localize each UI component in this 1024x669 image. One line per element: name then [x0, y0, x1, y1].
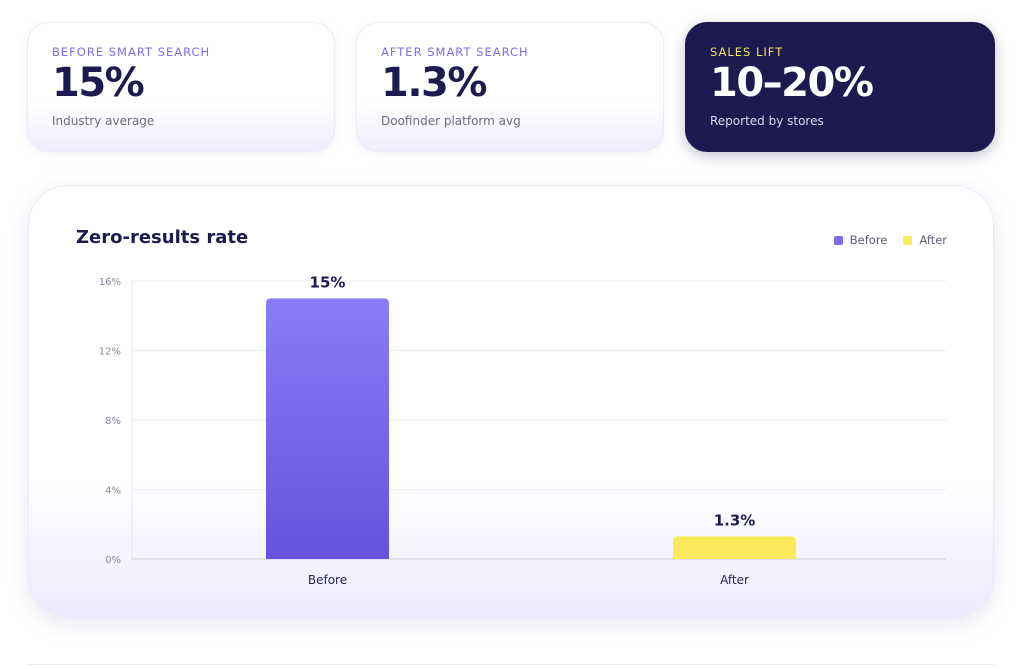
legend-item-after: After	[903, 233, 947, 247]
chart-card: Zero-results rate Before After 0% 4% 8% 12%…	[28, 185, 994, 618]
stat-card-row: BEFORE SMART SEARCH 15% Industry average…	[27, 22, 995, 154]
stat-value: 15%	[52, 60, 145, 106]
legend-swatch-after	[903, 235, 913, 245]
legend-label-before: Before	[849, 233, 888, 247]
stat-label: AFTER SMART SEARCH	[381, 45, 529, 59]
stat-label: SALES LIFT	[710, 45, 784, 59]
bar-before	[266, 298, 389, 559]
stat-card-before: BEFORE SMART SEARCH 15% Industry average	[27, 22, 335, 152]
y-tick-label: 16%	[99, 277, 121, 288]
stat-subtitle: Doofinder platform avg	[381, 114, 521, 128]
y-tick-label: 0%	[105, 555, 121, 566]
data-label-after: 1.3%	[714, 511, 756, 529]
y-tick-label: 8%	[105, 416, 121, 427]
stat-value: 1.3%	[381, 60, 487, 106]
stat-subtitle: Reported by stores	[710, 114, 824, 128]
legend-label-after: After	[919, 233, 947, 247]
y-tick-label: 4%	[105, 486, 121, 497]
stat-value: 10–20%	[710, 60, 874, 106]
data-label-before: 15%	[310, 273, 346, 291]
x-tick-label-before: Before	[308, 573, 347, 587]
legend-swatch-before	[833, 235, 843, 245]
bottom-divider	[28, 664, 994, 665]
legend-item-before: Before	[833, 233, 888, 247]
stat-label: BEFORE SMART SEARCH	[52, 45, 211, 59]
stat-subtitle: Industry average	[52, 114, 155, 128]
x-tick-label-after: After	[720, 573, 749, 587]
chart-legend: Before After	[818, 233, 947, 247]
chart-title: Zero-results rate	[76, 227, 249, 248]
y-tick-label: 12%	[99, 347, 121, 358]
stat-card-sales-lift: SALES LIFT 10–20% Reported by stores	[685, 22, 995, 152]
bar-chart: 0% 4% 8% 12% 16% 15% Before 1.3% After	[99, 273, 946, 587]
stat-card-after: AFTER SMART SEARCH 1.3% Doofinder platfo…	[356, 22, 664, 152]
bar-after	[673, 536, 796, 559]
